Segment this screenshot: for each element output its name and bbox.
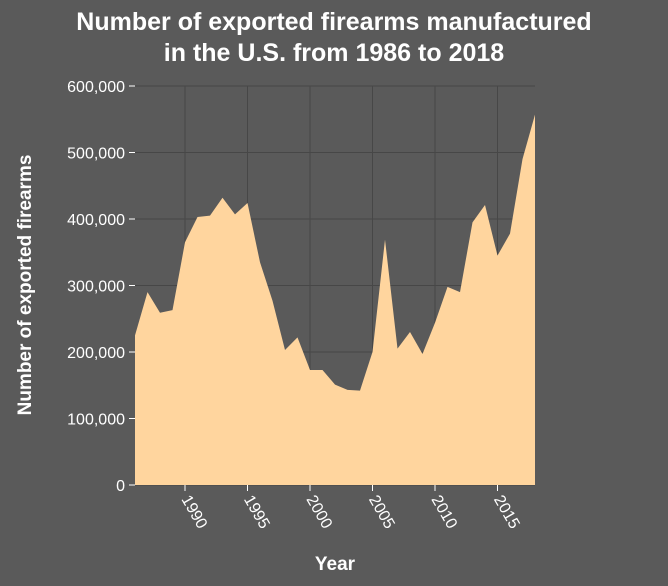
x-tick-label: 1995: [240, 493, 273, 532]
y-tick-label: 200,000: [67, 345, 125, 362]
y-tick-label: 0: [116, 478, 125, 495]
series-area: [135, 114, 535, 485]
x-tick-label: 2005: [365, 493, 398, 532]
x-tick-label: 2010: [428, 493, 461, 532]
y-tick-label: 600,000: [67, 79, 125, 96]
area-series-exports: [135, 114, 535, 485]
y-tick-label: 100,000: [67, 412, 125, 429]
y-tick-label: 300,000: [67, 279, 125, 296]
y-axis-label: Number of exported firearms: [15, 155, 36, 416]
x-tick-label: 2000: [303, 493, 336, 532]
y-tick-label: 400,000: [67, 212, 125, 229]
axes: 0 100,000 200,000 300,000 400,000 500,000 600,…: [67, 79, 522, 532]
chart-title-line-2: in the U.S. from 1986 to 2018: [164, 39, 504, 67]
x-tick-label: 1990: [178, 493, 211, 532]
y-tick-label: 500,000: [67, 146, 125, 163]
x-tick-label: 2015: [490, 493, 523, 532]
chart-title-line-1: Number of exported firearms manufactured: [76, 8, 591, 36]
x-axis-label: Year: [315, 554, 356, 575]
